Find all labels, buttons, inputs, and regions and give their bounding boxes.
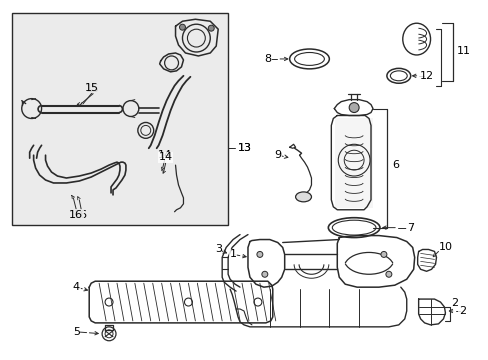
Circle shape [385, 271, 391, 277]
Circle shape [348, 103, 358, 113]
Text: 14: 14 [158, 152, 172, 162]
Text: 12: 12 [419, 71, 433, 81]
Text: 15: 15 [85, 83, 99, 93]
Text: 16: 16 [69, 210, 83, 220]
Text: 10: 10 [438, 243, 451, 252]
Text: 3: 3 [214, 244, 221, 255]
Bar [12, 13, 228, 225]
Text: 6: 6 [391, 160, 398, 170]
Ellipse shape [295, 192, 311, 202]
Text: 13: 13 [238, 143, 251, 153]
Bar [335, 118, 372, 208]
Text: 5: 5 [73, 327, 80, 337]
Text: 4: 4 [73, 282, 80, 292]
Circle shape [256, 251, 263, 257]
Text: 11: 11 [455, 46, 469, 56]
Text: 13: 13 [238, 143, 251, 153]
Circle shape [380, 251, 386, 257]
Circle shape [262, 271, 267, 277]
Text: 14: 14 [157, 150, 171, 160]
Text: 8: 8 [264, 54, 271, 64]
Text: 16: 16 [74, 210, 88, 220]
Text: 15: 15 [86, 84, 100, 94]
Circle shape [179, 24, 185, 30]
Circle shape [208, 25, 214, 31]
Text: 9: 9 [274, 150, 281, 160]
Text: 2: 2 [458, 306, 465, 316]
Text: 7: 7 [407, 222, 413, 233]
Text: 2: 2 [450, 298, 458, 308]
Text: 1: 1 [229, 249, 236, 260]
